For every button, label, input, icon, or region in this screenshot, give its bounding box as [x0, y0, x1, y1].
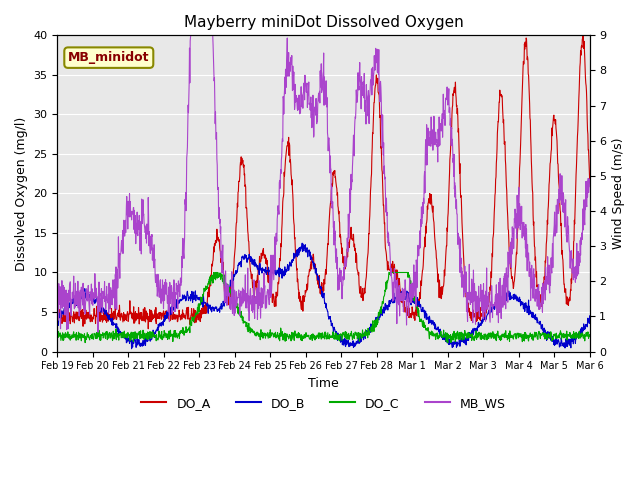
Y-axis label: Dissolved Oxygen (mg/l): Dissolved Oxygen (mg/l)	[15, 116, 28, 271]
Y-axis label: Wind Speed (m/s): Wind Speed (m/s)	[612, 138, 625, 249]
Text: MB_minidot: MB_minidot	[68, 51, 150, 64]
Title: Mayberry miniDot Dissolved Oxygen: Mayberry miniDot Dissolved Oxygen	[184, 15, 463, 30]
X-axis label: Time: Time	[308, 377, 339, 390]
Legend: DO_A, DO_B, DO_C, MB_WS: DO_A, DO_B, DO_C, MB_WS	[136, 392, 511, 415]
